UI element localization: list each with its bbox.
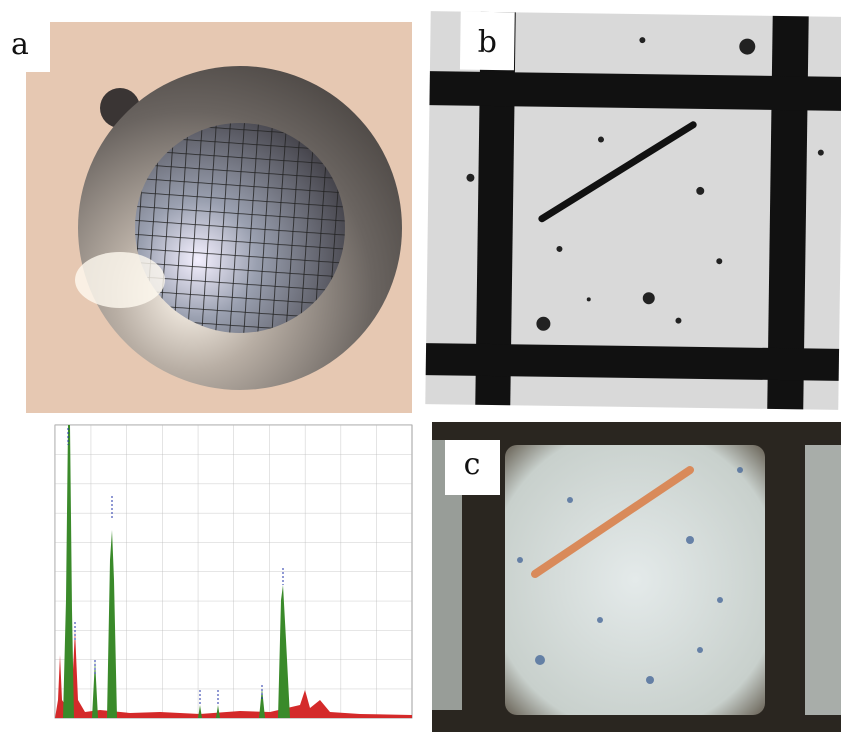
panel-label: a xyxy=(11,27,29,62)
panel-a: a xyxy=(0,22,412,413)
spectrum-panel xyxy=(55,425,412,718)
figure: a b xyxy=(0,0,841,732)
page: a b xyxy=(0,0,841,732)
glare xyxy=(75,252,165,308)
panel-label: c xyxy=(464,447,481,482)
grid-mesh xyxy=(135,123,345,333)
grid-bar xyxy=(429,71,841,111)
window xyxy=(505,445,765,715)
panel-label: b xyxy=(477,25,497,60)
panel-c: c xyxy=(432,422,841,732)
window xyxy=(805,445,841,715)
grid-bar xyxy=(426,343,839,381)
panel-b: b xyxy=(425,11,841,410)
